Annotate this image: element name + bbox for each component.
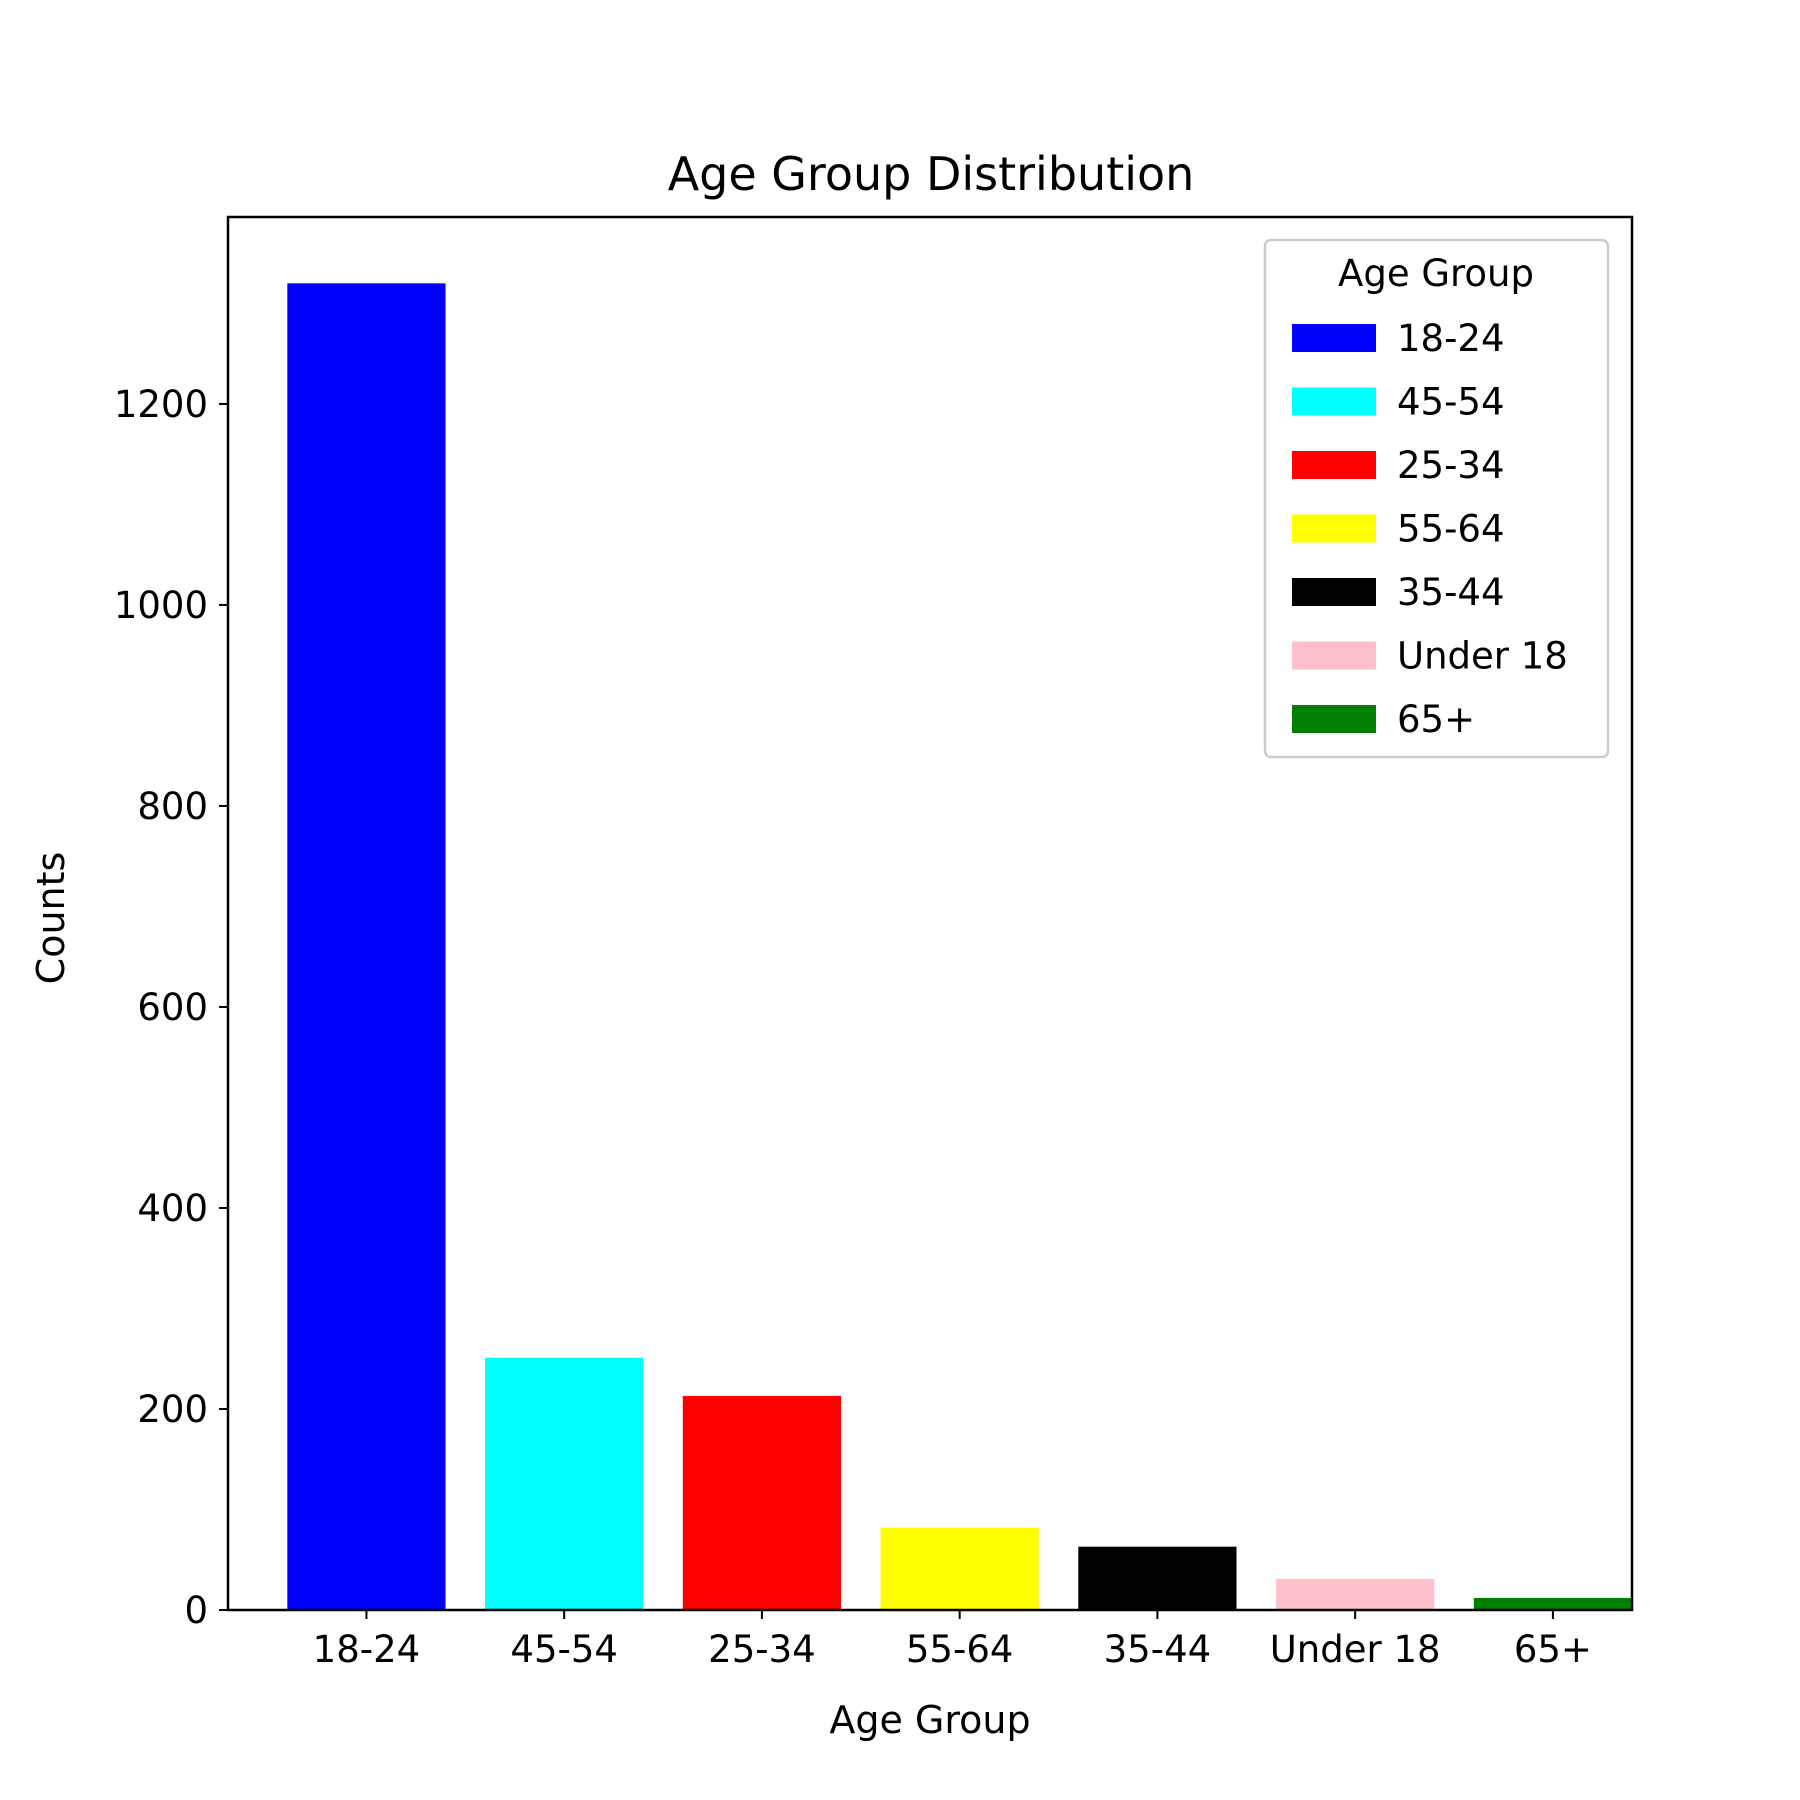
- x-tick-label: 35-44: [1104, 1628, 1212, 1671]
- legend: Age Group 18-24 45-54 25-34 55-64 35-44 Under…: [1263, 238, 1610, 759]
- legend-label: 45-54: [1397, 381, 1505, 424]
- legend-label: 35-44: [1397, 571, 1505, 614]
- legend-box: [1263, 238, 1610, 759]
- x-tick-label: 45-54: [510, 1628, 618, 1671]
- y-tick-label: 1000: [114, 584, 208, 627]
- legend-swatch: [1292, 705, 1376, 733]
- y-axis: 0 200 400 600 800 1000 1200: [114, 383, 228, 1632]
- x-tick-label: 25-34: [708, 1628, 816, 1671]
- y-tick-label: 0: [184, 1589, 208, 1632]
- bars-group: [287, 283, 1632, 1610]
- bar-25-34: [682, 1395, 842, 1610]
- legend-title: Age Group: [1338, 252, 1534, 295]
- x-axis-label: Age Group: [829, 1698, 1030, 1742]
- bar-55-64: [880, 1527, 1039, 1610]
- legend-label: 65+: [1397, 698, 1475, 741]
- legend-swatch: [1292, 451, 1376, 479]
- y-tick-label: 400: [137, 1187, 208, 1230]
- bar-under-18: [1276, 1578, 1435, 1610]
- y-tick-label: 800: [137, 785, 208, 828]
- legend-label: 55-64: [1397, 508, 1505, 551]
- legend-swatch: [1292, 641, 1376, 670]
- x-axis: 18-24 45-54 25-34 55-64 35-44 Under 18 65+: [313, 1610, 1592, 1671]
- y-tick-label: 600: [137, 986, 208, 1029]
- x-tick-label: Under 18: [1270, 1628, 1441, 1671]
- y-axis-label: Counts: [29, 852, 73, 985]
- x-tick-label: 65+: [1514, 1628, 1592, 1671]
- x-tick-label: 18-24: [313, 1628, 421, 1671]
- bar-18-24: [287, 283, 446, 1610]
- bar-65-: [1473, 1597, 1632, 1610]
- x-tick-label: 55-64: [906, 1628, 1014, 1671]
- bar-45-54: [485, 1357, 644, 1610]
- chart-title: Age Group Distribution: [668, 147, 1195, 201]
- legend-swatch: [1292, 387, 1376, 416]
- legend-label: 25-34: [1397, 444, 1505, 487]
- legend-swatch: [1292, 514, 1376, 543]
- y-tick-label: 1200: [114, 383, 208, 426]
- y-tick-label: 200: [137, 1388, 208, 1431]
- legend-swatch: [1292, 324, 1376, 352]
- plot-frame: [226, 215, 1634, 1612]
- legend-entries: 18-24 45-54 25-34 55-64 35-44 Under 18 65+: [1292, 317, 1568, 741]
- legend-label: Under 18: [1397, 635, 1568, 678]
- legend-label: 18-24: [1397, 317, 1505, 360]
- legend-swatch: [1292, 578, 1376, 606]
- bar-35-44: [1078, 1546, 1237, 1610]
